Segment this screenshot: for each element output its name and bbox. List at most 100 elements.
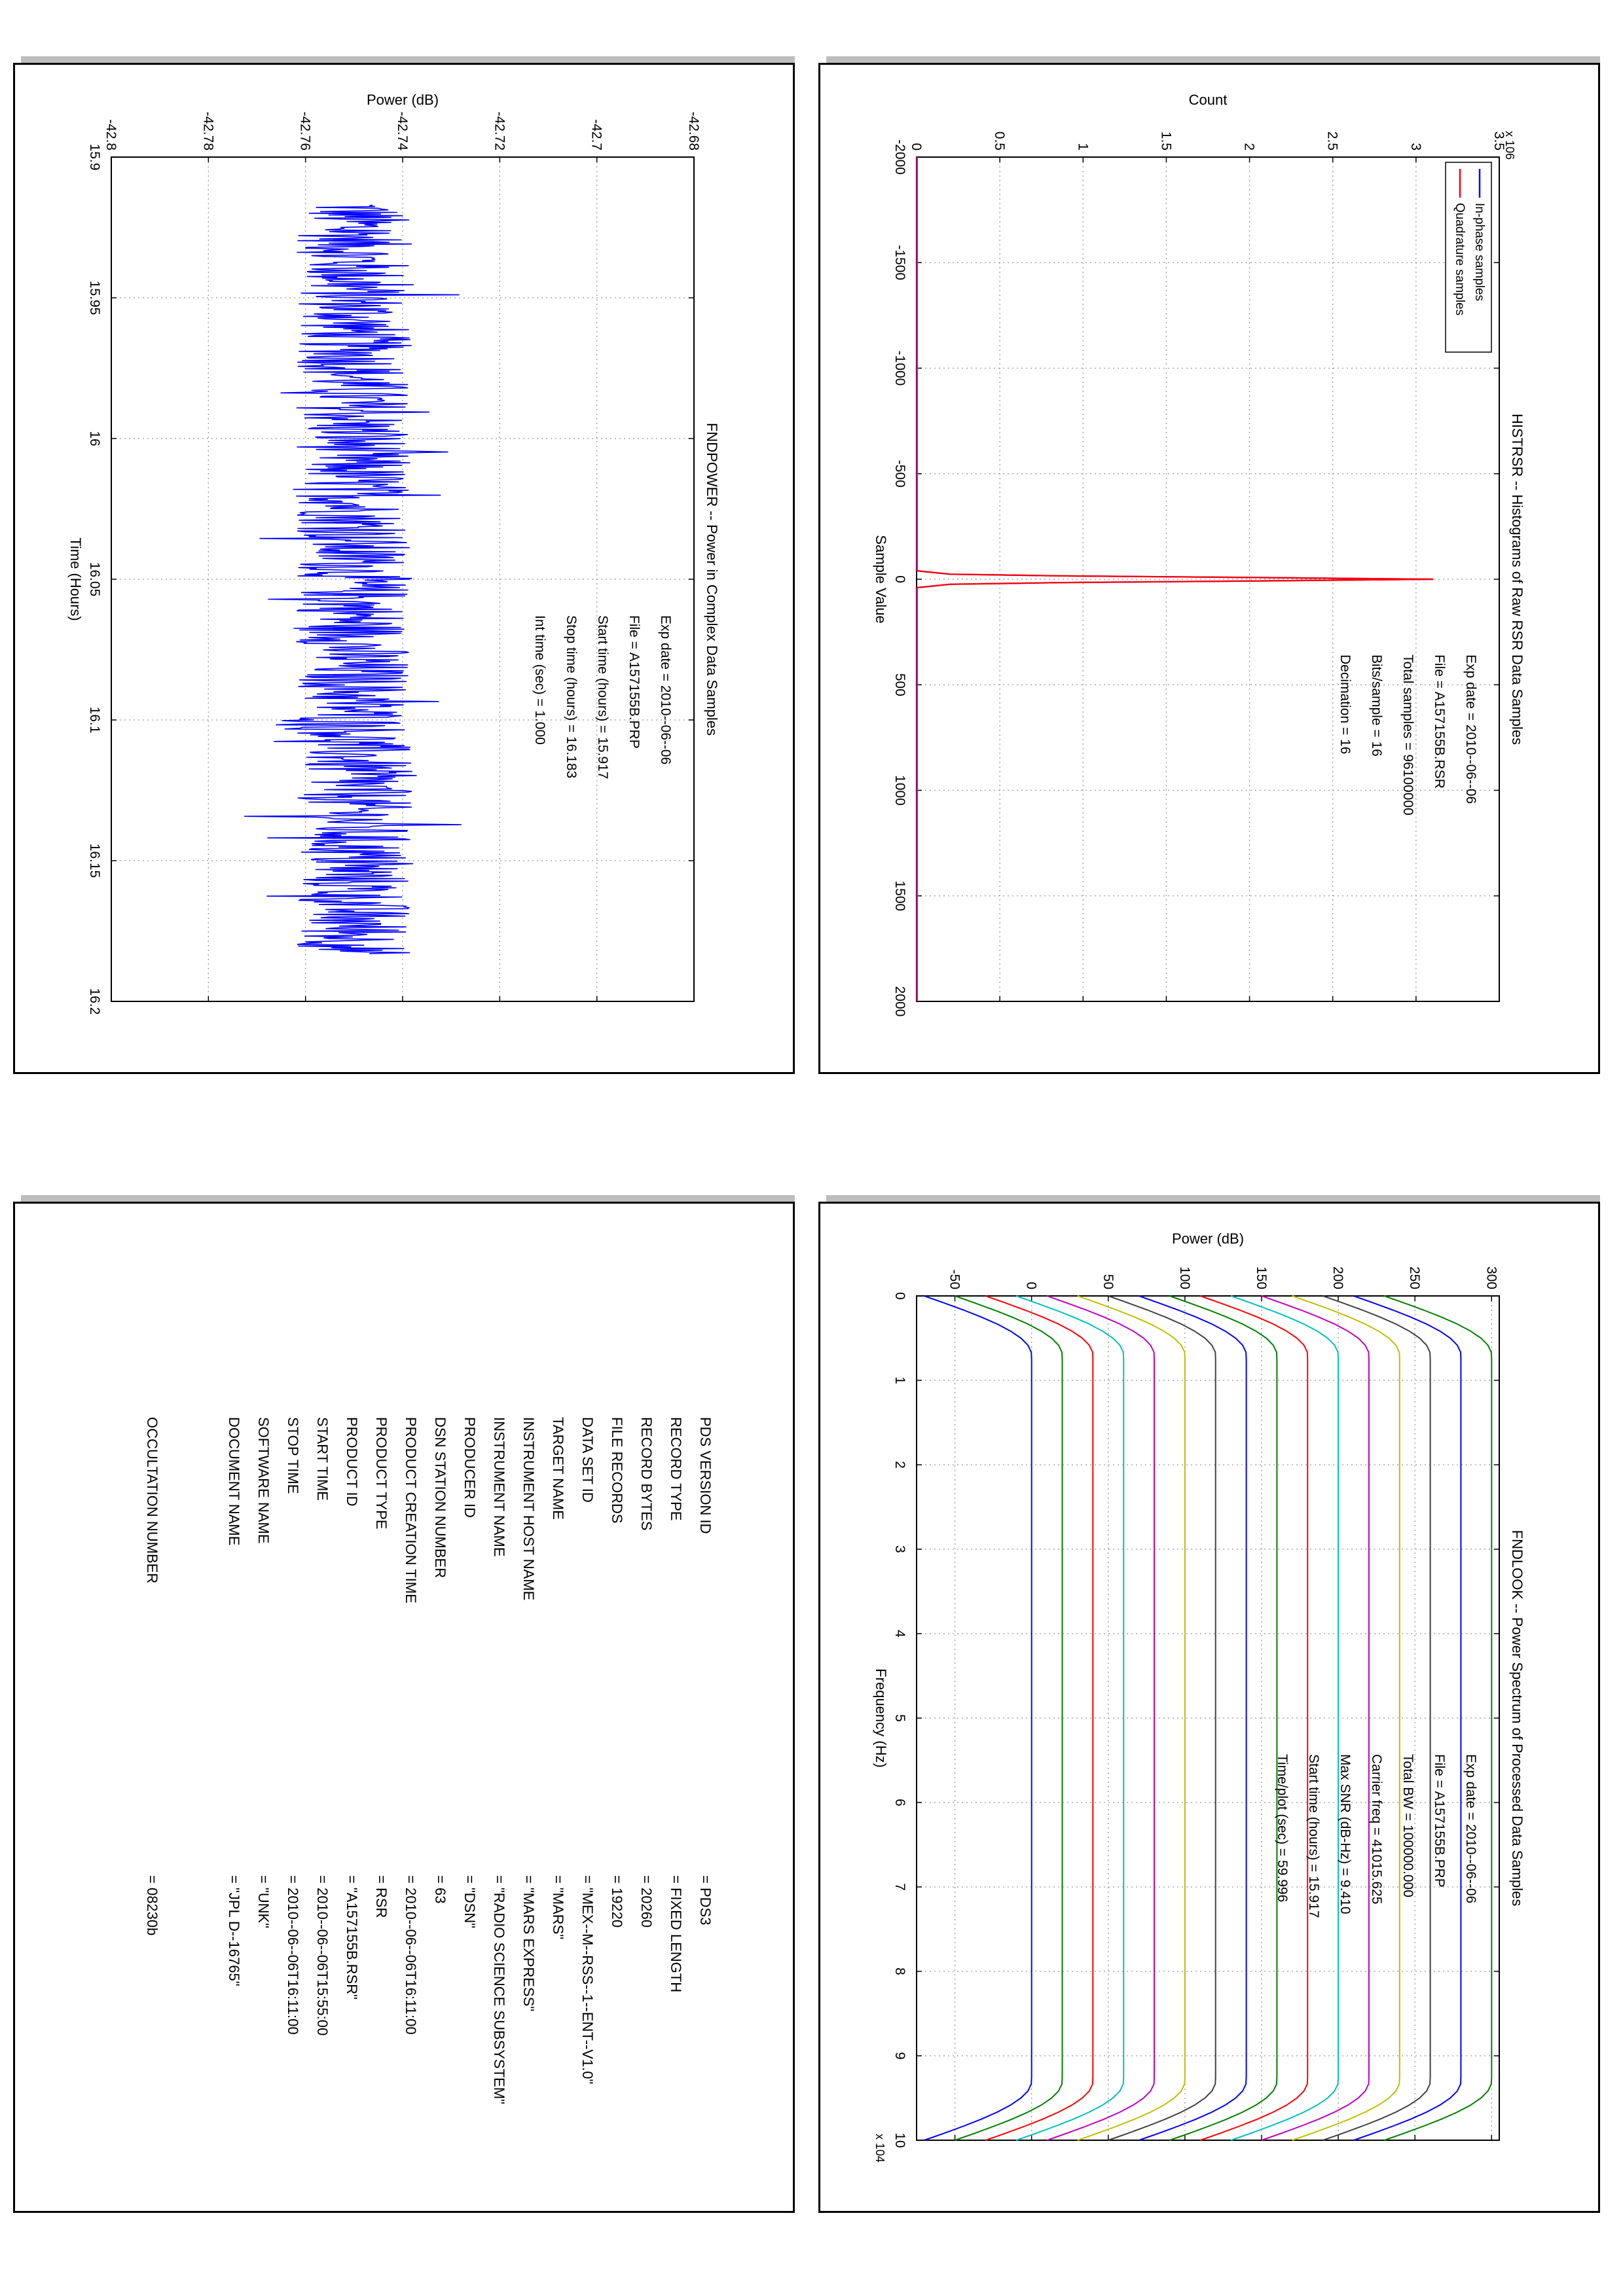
y-tick-label: -42.78 (200, 111, 215, 151)
y-tick-label: 0.5 (992, 132, 1007, 151)
x-tick-label: 0 (892, 575, 907, 583)
x-exponent-label: x 104 (873, 2134, 886, 2162)
y-tick-label: -42.72 (492, 111, 507, 151)
annotation-carrier-freq: Carrier freq = 41015.625 (1369, 1754, 1384, 1904)
spectrum-line (1353, 1295, 1462, 2141)
label-key: STOP TIME (285, 1417, 301, 1494)
label-value: = FIXED LENGTH (668, 1875, 684, 1992)
label-value: = 2010--06--06T16:11:00 (403, 1875, 419, 2035)
label-value: = "MEX--M--RSS--1--ENT--V1.0" (579, 1875, 596, 2084)
spectrum-line (1292, 1295, 1400, 2141)
label-key: OCCULTATION NUMBER (144, 1417, 160, 1583)
annotation-file: File = A157155B.RSR (1432, 655, 1447, 789)
fndlook-chart: 0 1 2 3 4 5 6 7 8 9 10 -50 0 50 100 150 200 250 300 FNDLOOK… (873, 1230, 1525, 2162)
plot-border (916, 156, 1500, 1002)
y-tick-label: 2.5 (1325, 132, 1340, 151)
x-tick-label: 500 (892, 673, 907, 696)
y-tick-label: 200 (1330, 1266, 1345, 1289)
chart-title: FNDLOOK -- Power Spectrum of Processed D… (1509, 1530, 1525, 1907)
label-key: PRODUCT TYPE (373, 1417, 390, 1530)
spectrum-line (1322, 1295, 1431, 2141)
label-value: = 2010--06--06T15:55:00 (314, 1875, 331, 2036)
label-key: DSN STATION NUMBER (432, 1417, 448, 1578)
x-tick-label: 16.05 (87, 562, 102, 597)
spectrum-line (1077, 1295, 1186, 2141)
x-axis-label: Sample Value (873, 535, 889, 623)
annotation-stop-time: Stop time (hours) = 16.183 (564, 615, 579, 778)
power-series-line (244, 204, 462, 954)
x-tick-label: 15.9 (87, 144, 102, 171)
spectrum-line (1199, 1295, 1309, 2141)
spectrum-line (1015, 1295, 1125, 2141)
panel-shadow (21, 1195, 795, 1203)
x-tick-label: 2000 (892, 986, 907, 1017)
x-tick-label: 1000 (892, 775, 907, 806)
label-key: INSTRUMENT NAME (491, 1417, 507, 1557)
histogram-line-quadrature (916, 157, 1434, 1001)
y-tick-label: 150 (1254, 1266, 1269, 1289)
spectrum-line (924, 1295, 1032, 2141)
annotation-decimation: Decimation = 16 (1338, 655, 1353, 754)
y-tick-label: 50 (1101, 1274, 1116, 1289)
legend-label: Quadrature samples (1453, 203, 1467, 315)
x-tick-label: 16.2 (87, 988, 102, 1015)
y-axis-label: Power (dB) (1172, 1230, 1244, 1247)
x-tick-label: 16 (87, 431, 102, 446)
fndlook-rotated: 0 1 2 3 4 5 6 7 8 9 10 -50 0 50 100 150 200 250 300 FNDLOOK… (828, 1217, 1571, 2199)
y-axis-label: Power (dB) (367, 92, 439, 108)
panel-shadow (21, 56, 795, 64)
label-value: = 20260 (638, 1875, 655, 1928)
spectrum-line (1230, 1295, 1340, 2141)
annotation-max-snr: Max SNR (dB-Hz) = 9.410 (1338, 1754, 1353, 1914)
chart-title: FNDPOWER -- Power in Complex Data Sample… (704, 423, 720, 736)
panel-frame (818, 1202, 1600, 2213)
label-key: SOFTWARE NAME (255, 1417, 272, 1544)
x-tick-label: -500 (892, 460, 907, 488)
y-tick-label: 1.5 (1158, 132, 1173, 151)
label-value: = 19220 (609, 1875, 625, 1928)
annotation-time-plot: Time/plot (sec) = 59.996 (1275, 1754, 1290, 1902)
label-key: PRODUCER ID (462, 1417, 478, 1518)
label-value: = "DSN" (462, 1875, 478, 1928)
annotation-bits-per-sample: Bits/sample = 16 (1369, 655, 1384, 757)
plot-border (111, 156, 695, 1002)
label-value: = 2010--06--06T16:11:00 (285, 1875, 301, 2035)
label-key: PDS VERSION ID (697, 1417, 714, 1534)
label-value: = "MARS EXPRESS" (520, 1875, 537, 2011)
annotation-start-time: Start time (hours) = 15.917 (1306, 1754, 1321, 1918)
x-tick-label: 16.1 (87, 707, 102, 734)
spectrum-line (1108, 1295, 1216, 2141)
y-tick-label: -42.8 (103, 119, 119, 151)
y-tick-label: -42.76 (298, 111, 313, 151)
x-tick-label: 9 (892, 2052, 907, 2060)
x-tick-label: 6 (892, 1799, 907, 1806)
legend: In-phase samples Quadrature samples (1445, 162, 1492, 353)
label-value: = "JPL D--16765" (226, 1875, 242, 1986)
x-tick-label: 1 (892, 1376, 907, 1384)
x-tick-label: 7 (892, 1883, 907, 1891)
label-rotated: PDS VERSION ID = PDS3 RECORD TYPE = FIXED L… (128, 1417, 720, 2268)
annotation-file: File = A157155B.PRP (627, 615, 642, 749)
label-key: TARGET NAME (550, 1417, 566, 1520)
spectrum-line (1139, 1295, 1247, 2141)
y-tick-label: -50 (947, 1270, 962, 1289)
spectrum-line (1169, 1295, 1278, 2141)
y-tick-label: 100 (1177, 1266, 1192, 1289)
annotation-file: File = A157155B.PRP (1432, 1754, 1447, 1888)
spectrum-line (955, 1295, 1063, 2141)
annotation-start-time: Start time (hours) = 15.917 (595, 615, 610, 779)
chart-title: HISTRSR -- Histograms of Raw RSR Data Sa… (1509, 414, 1525, 745)
label-value: = 63 (432, 1875, 448, 1903)
spectrum-line (1383, 1295, 1493, 2141)
x-tick-label: 4 (892, 1630, 907, 1638)
histrsr-chart: -2000 -1500 -1000 -500 0 500 1000 1500 2000 0 0.5 1… (873, 92, 1525, 1017)
label-value: = RSR (373, 1875, 390, 1918)
label-key: RECORD BYTES (638, 1417, 655, 1531)
label-key: DATA SET ID (579, 1417, 596, 1503)
label-value: = "UNK" (255, 1875, 272, 1928)
label-key: PRODUCT ID (344, 1417, 360, 1507)
label-value: = PDS3 (697, 1875, 714, 1925)
fndpower-chart: 15.9 15.95 16 16.05 16.1 16.15 16.2 -42.8 -42.78… (67, 92, 720, 1015)
x-tick-label: 3 (892, 1545, 907, 1553)
label-key: INSTRUMENT HOST NAME (520, 1417, 537, 1600)
